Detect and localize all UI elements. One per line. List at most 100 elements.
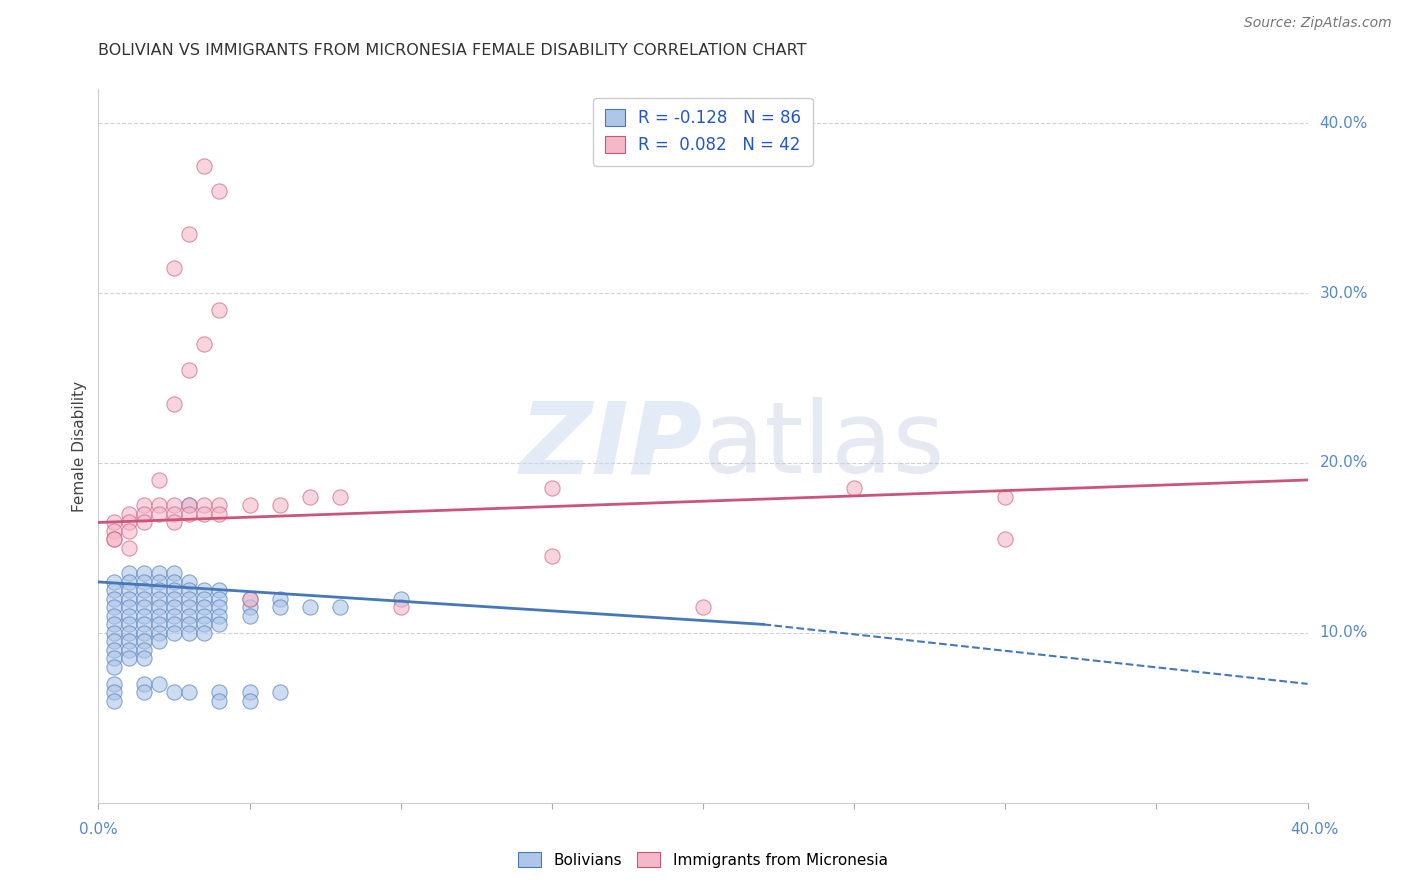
Point: [177, 362, 201, 376]
Point: [193, 600, 215, 615]
Point: [177, 507, 201, 521]
Point: [148, 626, 170, 640]
Point: [239, 608, 262, 623]
Point: [103, 694, 125, 708]
Point: [118, 626, 141, 640]
Point: [118, 524, 141, 538]
Legend: R = -0.128   N = 86, R =  0.082   N = 42: R = -0.128 N = 86, R = 0.082 N = 42: [593, 97, 813, 166]
Y-axis label: Female Disability: Female Disability: [72, 380, 87, 512]
Point: [239, 591, 262, 606]
Point: [103, 600, 125, 615]
Point: [103, 660, 125, 674]
Point: [177, 608, 201, 623]
Point: [132, 574, 155, 589]
Point: [193, 159, 215, 173]
Point: [329, 490, 352, 504]
Point: [132, 617, 155, 632]
Point: [118, 643, 141, 657]
Point: [208, 591, 231, 606]
Point: [177, 574, 201, 589]
Point: [269, 685, 291, 699]
Point: [239, 591, 262, 606]
Text: BOLIVIAN VS IMMIGRANTS FROM MICRONESIA FEMALE DISABILITY CORRELATION CHART: BOLIVIAN VS IMMIGRANTS FROM MICRONESIA F…: [98, 43, 807, 58]
Point: [103, 591, 125, 606]
Point: [177, 600, 201, 615]
Text: 20.0%: 20.0%: [1320, 456, 1368, 470]
Point: [148, 574, 170, 589]
Point: [163, 516, 186, 530]
Point: [103, 643, 125, 657]
Point: [208, 694, 231, 708]
Point: [148, 499, 170, 513]
Point: [208, 617, 231, 632]
Point: [177, 499, 201, 513]
Text: 40.0%: 40.0%: [1320, 116, 1368, 131]
Point: [103, 651, 125, 665]
Point: [103, 574, 125, 589]
Point: [148, 591, 170, 606]
Point: [389, 600, 412, 615]
Point: [148, 507, 170, 521]
Point: [103, 685, 125, 699]
Point: [132, 677, 155, 691]
Point: [118, 651, 141, 665]
Point: [132, 608, 155, 623]
Point: [208, 507, 231, 521]
Point: [193, 608, 215, 623]
Point: [148, 473, 170, 487]
Text: Source: ZipAtlas.com: Source: ZipAtlas.com: [1244, 16, 1392, 29]
Point: [148, 600, 170, 615]
Point: [132, 499, 155, 513]
Point: [118, 541, 141, 555]
Point: [177, 685, 201, 699]
Point: [208, 499, 231, 513]
Point: [118, 566, 141, 581]
Point: [163, 583, 186, 598]
Point: [118, 516, 141, 530]
Point: [132, 591, 155, 606]
Text: atlas: atlas: [703, 398, 945, 494]
Point: [103, 533, 125, 547]
Text: 40.0%: 40.0%: [1291, 822, 1339, 837]
Point: [148, 566, 170, 581]
Point: [193, 499, 215, 513]
Text: 30.0%: 30.0%: [1320, 285, 1368, 301]
Point: [208, 583, 231, 598]
Point: [177, 227, 201, 241]
Point: [269, 591, 291, 606]
Point: [103, 516, 125, 530]
Point: [118, 591, 141, 606]
Point: [163, 396, 186, 410]
Point: [208, 600, 231, 615]
Point: [132, 583, 155, 598]
Point: [103, 626, 125, 640]
Point: [239, 694, 262, 708]
Point: [163, 617, 186, 632]
Point: [163, 685, 186, 699]
Point: [163, 566, 186, 581]
Point: [103, 634, 125, 648]
Point: [177, 499, 201, 513]
Point: [118, 617, 141, 632]
Point: [132, 626, 155, 640]
Point: [148, 634, 170, 648]
Point: [103, 677, 125, 691]
Point: [239, 685, 262, 699]
Point: [163, 574, 186, 589]
Point: [239, 499, 262, 513]
Point: [389, 591, 412, 606]
Legend: Bolivians, Immigrants from Micronesia: Bolivians, Immigrants from Micronesia: [506, 839, 900, 880]
Point: [193, 591, 215, 606]
Point: [177, 626, 201, 640]
Point: [118, 608, 141, 623]
Point: [103, 524, 125, 538]
Point: [994, 490, 1017, 504]
Point: [844, 482, 866, 496]
Point: [299, 600, 322, 615]
Point: [177, 617, 201, 632]
Point: [692, 600, 714, 615]
Point: [299, 490, 322, 504]
Point: [148, 617, 170, 632]
Point: [193, 507, 215, 521]
Point: [118, 634, 141, 648]
